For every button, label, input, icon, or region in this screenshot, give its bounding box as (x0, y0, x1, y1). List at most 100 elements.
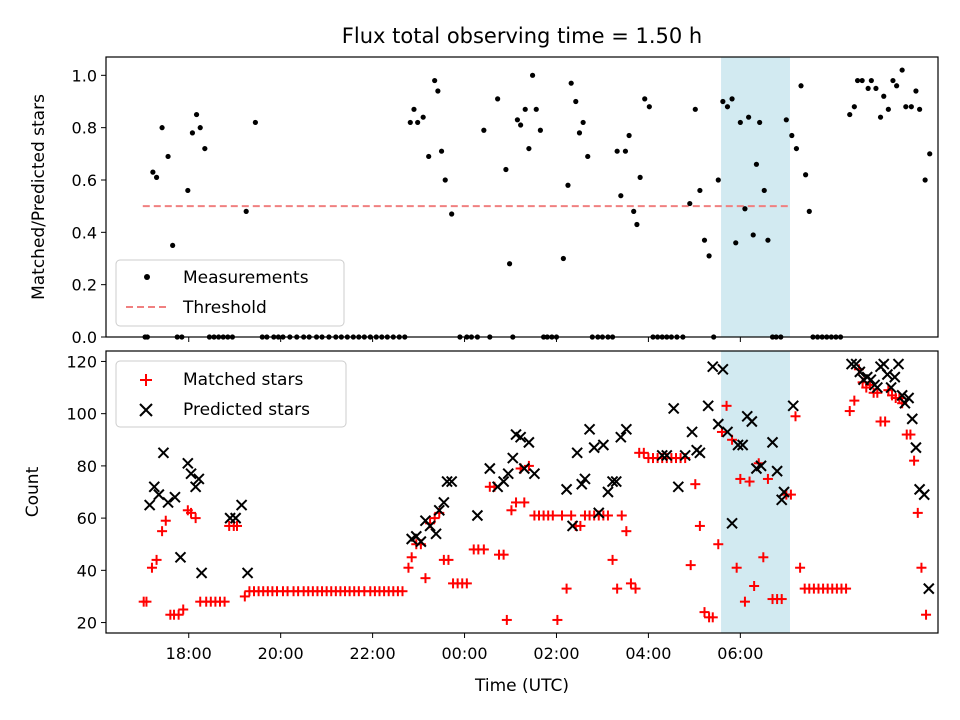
measurement-point (793, 145, 800, 152)
measurement-point (927, 151, 933, 157)
matched-star-point (420, 573, 431, 584)
measurement-point (495, 96, 501, 102)
matched-star-point (749, 581, 760, 591)
measurement-point (715, 177, 721, 183)
predicted-star-point (579, 473, 591, 485)
measurement-point (692, 106, 698, 112)
measurement-point (618, 193, 624, 199)
predicted-star-point (606, 475, 619, 488)
predicted-star-point (889, 371, 901, 383)
predicted-star-point (667, 402, 680, 415)
measurement-point (908, 104, 914, 110)
predicted-star-point (162, 496, 174, 509)
matched-star-point (916, 562, 927, 573)
measurement-point (634, 221, 640, 228)
measurement-point (890, 77, 896, 84)
predicted-star-point (597, 439, 610, 451)
matched-star-point (501, 614, 512, 625)
matched-star-point (776, 594, 787, 605)
predicted-star-point (902, 392, 915, 404)
measurement-point (622, 148, 629, 154)
predicted-star-point (174, 551, 187, 563)
matched-star-point (602, 510, 613, 521)
top-legend: Measurements Threshold (115, 259, 345, 327)
measurement-point (165, 153, 171, 160)
measurement-point (185, 187, 191, 194)
top-y-tick-label: 0.8 (72, 119, 97, 138)
predicted-star-point (471, 509, 484, 522)
measurement-point (894, 83, 900, 89)
measurement-point (580, 119, 586, 126)
measurement-point (159, 125, 165, 131)
matched-star-point (849, 395, 860, 406)
predicted-star-point (721, 426, 734, 438)
measurement-point (806, 208, 812, 214)
predicted-star-point (610, 475, 622, 488)
measurement-point (753, 161, 760, 167)
predicted-star-point (732, 439, 744, 451)
predicted-star-point (787, 400, 799, 412)
measurement-point (757, 119, 763, 126)
top-y-tick-label: 0.6 (72, 171, 97, 190)
predicted-star-point (189, 481, 202, 493)
matched-star-point (160, 515, 171, 526)
predicted-star-point (424, 520, 436, 532)
measurement-point (687, 200, 693, 207)
predicted-star-point (707, 360, 719, 373)
matched-star-point (694, 520, 705, 531)
matched-star-point (621, 526, 632, 537)
predicted-star-point (576, 478, 588, 490)
matched-star-point (612, 583, 623, 594)
x-tick-label: 04:00 (625, 644, 671, 663)
bottom-y-tick-label: 100 (66, 405, 97, 424)
measurement-point (865, 85, 871, 92)
x-tick-label: 02:00 (533, 644, 579, 663)
bottom-y-tick-label: 120 (66, 352, 97, 371)
measurement-point (626, 132, 632, 139)
legend-label-threshold: Threshold (182, 298, 267, 318)
predicted-star-point (896, 389, 908, 402)
predicted-star-point (717, 363, 729, 375)
measurement-point (243, 208, 249, 214)
matched-star-point (905, 429, 916, 440)
bottom-y-tick-label: 20 (77, 614, 97, 633)
measurement-point (903, 104, 909, 110)
top-plot-frame (105, 56, 939, 338)
measurement-point (803, 172, 809, 178)
predicted-star-point (185, 468, 197, 480)
measurement-point (503, 166, 509, 173)
x-tick-label: 00:00 (441, 644, 487, 663)
measurement-point (438, 148, 445, 154)
measurement-point (706, 253, 712, 259)
measurement-point (765, 237, 771, 243)
measurement-point (789, 132, 795, 139)
matched-star-point (721, 400, 732, 411)
predicted-star-point (854, 366, 866, 378)
top-y-tick-label: 1.0 (72, 66, 97, 85)
measurement-point (742, 206, 748, 212)
measurement-point (746, 114, 752, 120)
measurement-point (432, 77, 438, 84)
predicted-star-point (602, 486, 614, 498)
matched-star-point (406, 552, 417, 563)
matched-star-point (186, 507, 197, 518)
legend-label-matched: Matched stars (183, 370, 303, 390)
predicted-star-point (441, 475, 453, 488)
measurement-point (153, 174, 160, 180)
matched-star-point (739, 596, 750, 607)
matched-star-point (909, 455, 920, 466)
predicted-star-point (566, 520, 579, 532)
measurement-point (701, 237, 708, 243)
predicted-star-point (507, 452, 519, 464)
measurement-point (720, 98, 726, 105)
measurement-point (407, 119, 413, 126)
predicted-star-point (672, 481, 684, 493)
matched-star-point (461, 578, 472, 589)
bottom-legend: Matched stars Predicted stars (115, 360, 347, 428)
predicted-star-point (620, 423, 633, 436)
predicted-star-point (766, 436, 779, 449)
measurement-point (576, 130, 583, 136)
measurement-point (899, 67, 905, 73)
bottom-panel: 20 40 60 80 100 120 18:00 20:00 22:00 00:00 02:00… (23, 350, 939, 696)
predicted-star-point (593, 507, 605, 519)
